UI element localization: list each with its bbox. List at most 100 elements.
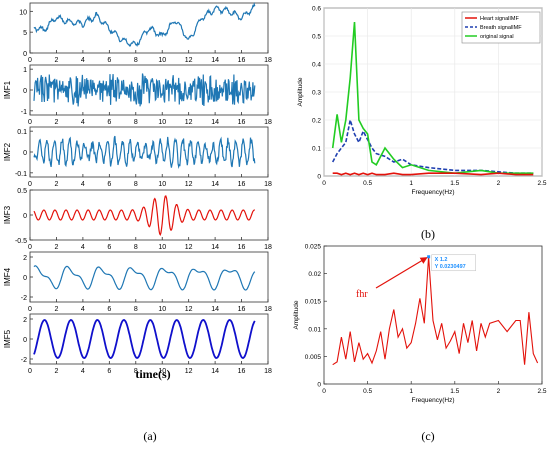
y-tick-label: 0.2 bbox=[312, 118, 321, 125]
x-tick-label: 2 bbox=[54, 119, 58, 126]
y-tick-label: 1 bbox=[23, 67, 27, 74]
y-tick-label: 0.6 bbox=[312, 6, 321, 13]
x-tick-label: 6 bbox=[107, 368, 111, 375]
imf-subplot-0: 0 5 10 0 2 4 6 8 10 12 14 16 18 bbox=[19, 2, 272, 64]
x-tick-label: 8 bbox=[134, 119, 138, 126]
x-tick-label: 10 bbox=[158, 244, 166, 251]
x-tick-label: 6 bbox=[107, 181, 111, 188]
x-tick-label: 2.5 bbox=[537, 388, 546, 395]
x-tick-label: 0 bbox=[322, 388, 326, 395]
subplot-series-line bbox=[33, 195, 255, 236]
x-tick-label: 0 bbox=[28, 181, 32, 188]
subplot-axes-box bbox=[29, 2, 269, 54]
x-tick-label: 1 bbox=[409, 388, 413, 395]
x-tick-label: 6 bbox=[107, 244, 111, 251]
x-tick-label: 18 bbox=[264, 368, 272, 375]
series-line-1 bbox=[331, 119, 534, 174]
panel-a-label: (a) bbox=[143, 429, 156, 443]
subplot-ylabel: IMF5 bbox=[3, 329, 12, 348]
y-tick-label: -2 bbox=[21, 295, 27, 302]
x-tick-label: 4 bbox=[81, 368, 85, 375]
x-tick-label: 0 bbox=[322, 180, 326, 187]
x-axis-label: Frequency(Hz) bbox=[412, 397, 455, 404]
legend-label: Breath signalIMF bbox=[480, 25, 522, 31]
x-tick-label: 1.5 bbox=[450, 180, 459, 187]
x-tick-label: 2 bbox=[54, 368, 58, 375]
y-tick-label: 2 bbox=[23, 255, 27, 262]
x-tick-label: 2 bbox=[54, 181, 58, 188]
x-tick-label: 0 bbox=[28, 57, 32, 64]
subplot-axes-box bbox=[29, 251, 269, 303]
y-tick-label: 0.3 bbox=[312, 90, 321, 97]
y-tick-label: 0.1 bbox=[312, 146, 321, 153]
series-line-2 bbox=[331, 21, 534, 175]
x-tick-label: 16 bbox=[238, 57, 246, 64]
subplot-axes-box bbox=[29, 189, 269, 241]
y-axis-label: Amplitude bbox=[297, 77, 304, 106]
x-tick-label: 18 bbox=[264, 57, 272, 64]
y-tick-label: 0.015 bbox=[305, 299, 322, 306]
subplot-axes-box bbox=[29, 126, 269, 178]
x-tick-label: 0 bbox=[28, 244, 32, 251]
x-tick-label: 6 bbox=[107, 119, 111, 126]
x-tick-label: 6 bbox=[107, 57, 111, 64]
y-tick-label: 0 bbox=[317, 382, 321, 389]
x-tick-label: 4 bbox=[81, 244, 85, 251]
y-tick-label: 0 bbox=[23, 275, 27, 282]
x-tick-label: 2 bbox=[54, 57, 58, 64]
legend-label: original signal bbox=[480, 34, 514, 40]
x-tick-label: 8 bbox=[134, 306, 138, 313]
y-tick-label: 5 bbox=[23, 30, 27, 37]
y-tick-label: 0.025 bbox=[305, 244, 322, 251]
y-tick-label: -2 bbox=[21, 357, 27, 364]
y-tick-label: -0.1 bbox=[15, 171, 27, 178]
y-tick-label: 0.005 bbox=[305, 354, 322, 361]
x-tick-label: 16 bbox=[238, 306, 246, 313]
y-tick-label: 0 bbox=[23, 337, 27, 344]
x-tick-label: 12 bbox=[185, 244, 193, 251]
y-tick-label: 0.4 bbox=[312, 62, 321, 69]
panel-c-heart-spectrum: 0 0.005 0.01 0.015 0.02 0.025 0 0.5 1 1.5 2 2.5 Freq… bbox=[293, 244, 547, 405]
x-tick-label: 18 bbox=[264, 181, 272, 188]
x-tick-label: 1.5 bbox=[450, 388, 459, 395]
x-tick-label: 2 bbox=[497, 388, 501, 395]
datatip-marker bbox=[427, 255, 431, 259]
x-tick-label: 2 bbox=[54, 306, 58, 313]
x-tick-label: 10 bbox=[158, 368, 166, 375]
subplot-ylabel: IMF2 bbox=[3, 142, 12, 161]
panel-b-label: (b) bbox=[421, 227, 435, 241]
y-tick-label: 0.1 bbox=[17, 129, 27, 136]
y-tick-label: 0 bbox=[23, 51, 27, 58]
fhr-arrow bbox=[375, 257, 428, 289]
fhr-label: fhr bbox=[356, 289, 368, 300]
y-tick-label: 2 bbox=[23, 317, 27, 324]
subplot-series-line bbox=[33, 319, 256, 359]
x-tick-label: 12 bbox=[185, 181, 193, 188]
panel-b-spectrum-comparison: 0 0.1 0.2 0.3 0.4 0.5 0.6 0 0.5 1 1.5 2 2.5 Frequency… bbox=[297, 6, 547, 197]
x-tick-label: 4 bbox=[81, 119, 85, 126]
x-tick-label: 14 bbox=[211, 306, 219, 313]
x-tick-label: 14 bbox=[211, 368, 219, 375]
x-tick-label: 18 bbox=[264, 306, 272, 313]
datatip-y-label: Y 0.0230497 bbox=[435, 264, 466, 270]
y-tick-label: 0.5 bbox=[312, 34, 321, 41]
legend-label: Heart signalIMF bbox=[480, 16, 519, 22]
x-tick-label: 16 bbox=[238, 244, 246, 251]
x-tick-label: 14 bbox=[211, 119, 219, 126]
x-tick-label: 8 bbox=[134, 57, 138, 64]
series-line-0 bbox=[332, 172, 534, 176]
x-tick-label: 4 bbox=[81, 306, 85, 313]
x-tick-label: 6 bbox=[107, 306, 111, 313]
x-tick-label: 18 bbox=[264, 244, 272, 251]
x-tick-label: 1 bbox=[409, 180, 413, 187]
y-tick-label: 0 bbox=[23, 150, 27, 157]
x-tick-label: 14 bbox=[211, 181, 219, 188]
y-tick-label: -0.5 bbox=[15, 238, 27, 245]
y-tick-label: 0 bbox=[23, 88, 27, 95]
